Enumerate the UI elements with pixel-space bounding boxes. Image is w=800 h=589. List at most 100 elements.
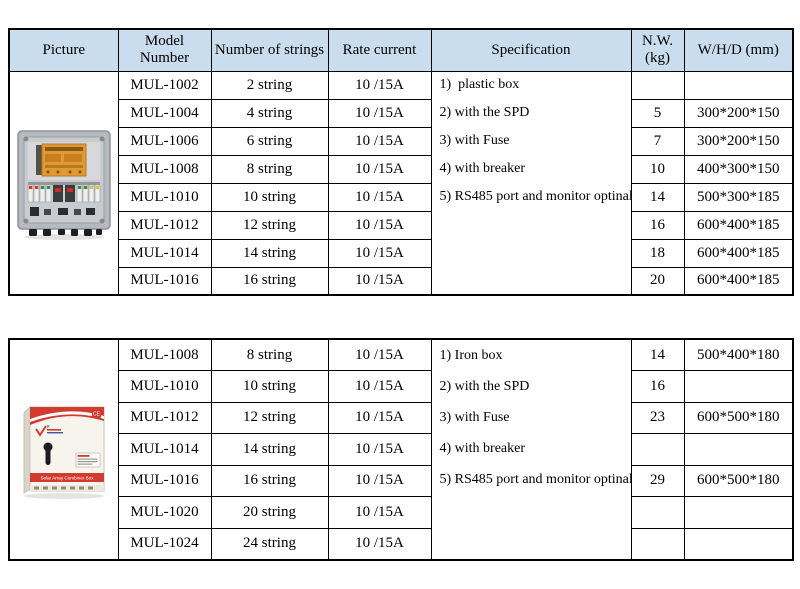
dimensions-cell [683, 70, 794, 100]
strings-cell: 6 string [210, 126, 329, 156]
ce-badge-text: CE [93, 412, 101, 418]
dimensions-cell: 300*200*150 [683, 98, 794, 128]
plastic-combiner-box-image [17, 130, 111, 240]
spec-line: 2) with the SPD [439, 378, 530, 394]
rate-cell: 10 /15A [327, 496, 432, 529]
dimensions-cell [683, 496, 794, 529]
net-weight-cell: 14 [630, 338, 685, 371]
strings-cell: 16 string [210, 266, 329, 296]
strings-cell: 24 string [210, 527, 329, 560]
specification-cell: 1) plastic box 2) with the SPD 3) with F… [430, 70, 632, 296]
dimensions-cell: 600*400*185 [683, 210, 794, 240]
specification-list: 1) Iron box 2) with the SPD 3) with Fuse… [432, 340, 631, 559]
table-row: MUL-1010 10 string 10 /15A 14 500*300*18… [9, 182, 794, 212]
header-row: Picture Model Number Number of strings R… [8, 28, 794, 72]
rate-cell: 10 /15A [327, 433, 432, 466]
model-cell: MUL-1012 [117, 210, 212, 240]
dimensions-cell: 600*400*185 [683, 238, 794, 268]
iron-box-spec-table: CE [8, 338, 794, 561]
terminal-row [29, 485, 104, 492]
table-row: MUL-1012 12 string 10 /15A 16 600*400*18… [9, 210, 794, 240]
strings-cell: 8 string [210, 338, 329, 371]
dimensions-cell: 500*300*185 [683, 182, 794, 212]
net-weight-cell [630, 527, 685, 560]
model-cell: MUL-1004 [117, 98, 212, 128]
spec-line: 5) RS485 port and monitor optinal [439, 188, 631, 204]
strings-cell: 14 string [210, 433, 329, 466]
net-weight-cell: 23 [630, 401, 685, 434]
col-header-number-of-strings: Number of strings [210, 28, 329, 72]
col-header-model-number: Model Number [117, 28, 212, 72]
table-row: MUL-1020 20 string 10 /15A [9, 496, 794, 529]
box-label-text: Solar Array Combiner Box [40, 476, 94, 481]
strings-cell: 4 string [210, 98, 329, 128]
table-row: MUL-1016 16 string 10 /15A 29 600*500*18… [9, 464, 794, 497]
model-cell: MUL-1008 [117, 154, 212, 184]
plastic-box-spec-table: Picture Model Number Number of strings R… [8, 28, 794, 296]
spec-line: 1) Iron box [439, 347, 503, 363]
dimensions-cell [683, 370, 794, 403]
table-row: MUL-1024 24 string 10 /15A [9, 527, 794, 560]
net-weight-cell: 18 [630, 238, 685, 268]
dimensions-cell: 600*400*185 [683, 266, 794, 296]
specification-cell: 1) Iron box 2) with the SPD 3) with Fuse… [430, 338, 632, 560]
net-weight-cell: 5 [630, 98, 685, 128]
rate-cell: 10 /15A [327, 527, 432, 560]
dimensions-cell: 300*200*150 [683, 126, 794, 156]
fuse-breaker-row [27, 184, 101, 203]
box-side-face [23, 406, 31, 494]
dimensions-cell: 600*500*180 [683, 401, 794, 434]
model-cell: MUL-1010 [117, 182, 212, 212]
rate-cell: 10 /15A [327, 182, 432, 212]
model-cell: MUL-1016 [117, 464, 212, 497]
model-cell: MUL-1008 [117, 338, 212, 371]
rate-cell: 10 /15A [327, 464, 432, 497]
bottom-label-strip: Solar Array Combiner Box [29, 473, 104, 483]
table-row: MUL-1016 16 string 10 /15A 20 600*400*18… [9, 266, 794, 296]
table-row: MUL-1010 10 string 10 /15A 16 [9, 370, 794, 403]
table-row: CE [8, 338, 794, 560]
model-cell: MUL-1014 [117, 433, 212, 466]
net-weight-cell: 16 [630, 210, 685, 240]
brand-logo [34, 424, 63, 438]
model-cell: MUL-1006 [117, 126, 212, 156]
spec-line: 3) with Fuse [439, 133, 510, 149]
col-header-dimensions: W/H/D (mm) [683, 28, 794, 72]
rate-cell: 10 /15A [327, 70, 432, 100]
spec-line: 1) plastic box [439, 77, 520, 93]
table-row: MUL-1002 2 string 10 /15A 1) plastic box… [8, 70, 794, 296]
cable-glands [28, 228, 102, 236]
strings-cell: 12 string [210, 401, 329, 434]
dimensions-cell [683, 527, 794, 560]
specification-list: 1) plastic box 2) with the SPD 3) with F… [432, 72, 631, 294]
col-header-rate-current: Rate current [327, 28, 432, 72]
table-row: MUL-1014 14 string 10 /15A 18 600*400*18… [9, 238, 794, 268]
rate-cell: 10 /15A [327, 98, 432, 128]
model-cell: MUL-1002 [117, 70, 212, 100]
strings-cell: 20 string [210, 496, 329, 529]
spec-sticker [75, 452, 101, 468]
net-weight-cell: 14 [630, 182, 685, 212]
iron-combiner-box-image: CE [23, 406, 105, 500]
model-cell: MUL-1024 [117, 527, 212, 560]
model-cell: MUL-1014 [117, 238, 212, 268]
circuit-board [35, 143, 87, 177]
rate-cell: 10 /15A [327, 266, 432, 296]
net-weight-cell: 20 [630, 266, 685, 296]
table-row: MUL-1006 6 string 10 /15A 7 300*200*150 [9, 126, 794, 156]
wiring-terminals [29, 206, 95, 216]
net-weight-cell: 16 [630, 370, 685, 403]
rate-cell: 10 /15A [327, 210, 432, 240]
table-row: MUL-1014 14 string 10 /15A [9, 433, 794, 466]
model-cell: MUL-1010 [117, 370, 212, 403]
strings-cell: 10 string [210, 182, 329, 212]
strings-cell: 2 string [210, 70, 329, 100]
rate-cell: 10 /15A [327, 370, 432, 403]
rate-cell: 10 /15A [327, 126, 432, 156]
net-weight-cell [630, 433, 685, 466]
net-weight-cell: 10 [630, 154, 685, 184]
net-weight-cell [630, 70, 685, 100]
strings-cell: 16 string [210, 464, 329, 497]
dimensions-cell: 600*500*180 [683, 464, 794, 497]
strings-cell: 10 string [210, 370, 329, 403]
